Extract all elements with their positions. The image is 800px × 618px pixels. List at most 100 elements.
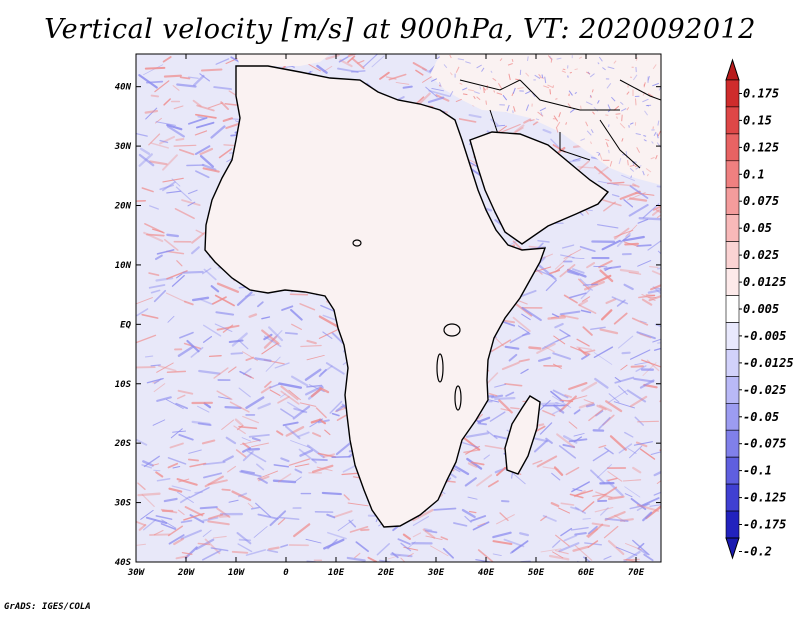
velocity-streak bbox=[189, 486, 210, 499]
velocity-streak bbox=[653, 491, 661, 496]
velocity-streak bbox=[639, 333, 652, 339]
velocity-streak bbox=[187, 201, 196, 207]
velocity-streak bbox=[550, 502, 560, 508]
velocity-streak bbox=[154, 254, 163, 261]
velocity-streak bbox=[136, 308, 149, 317]
velocity-streak bbox=[576, 346, 592, 351]
velocity-streak bbox=[166, 190, 182, 194]
land-speck bbox=[578, 56, 583, 60]
velocity-streak bbox=[166, 123, 183, 131]
velocity-streak bbox=[251, 437, 261, 442]
velocity-streak bbox=[596, 464, 612, 479]
velocity-streak bbox=[221, 419, 235, 430]
velocity-streak bbox=[552, 395, 572, 409]
velocity-streak bbox=[229, 401, 250, 413]
velocity-streak bbox=[153, 529, 164, 536]
velocity-streak bbox=[213, 367, 229, 379]
velocity-streak bbox=[397, 538, 411, 545]
velocity-streak bbox=[514, 124, 525, 133]
velocity-streak bbox=[533, 440, 548, 453]
velocity-streak bbox=[601, 198, 622, 207]
velocity-streak bbox=[496, 466, 507, 477]
velocity-streak bbox=[309, 418, 324, 428]
velocity-streak bbox=[541, 341, 556, 350]
land-speck bbox=[512, 110, 514, 114]
velocity-streak bbox=[300, 344, 322, 348]
lat-label: 20S bbox=[114, 439, 132, 449]
land-speck bbox=[544, 76, 547, 84]
velocity-streak bbox=[176, 83, 197, 88]
velocity-streak bbox=[388, 73, 407, 81]
land-speck bbox=[598, 56, 603, 62]
land-speck bbox=[476, 96, 481, 101]
velocity-streak bbox=[194, 130, 208, 136]
land-speck bbox=[589, 95, 592, 98]
velocity-streak bbox=[470, 461, 485, 466]
velocity-streak bbox=[208, 355, 222, 358]
colorbar-bottom-arrow bbox=[725, 537, 740, 560]
velocity-streak bbox=[620, 364, 628, 371]
velocity-streak bbox=[490, 339, 512, 353]
velocity-streak bbox=[521, 313, 531, 321]
velocity-streak bbox=[587, 540, 599, 548]
velocity-streak bbox=[151, 228, 164, 233]
velocity-streak bbox=[305, 538, 322, 544]
velocity-streak bbox=[306, 384, 323, 388]
velocity-streak bbox=[545, 279, 557, 292]
velocity-streak bbox=[204, 538, 221, 555]
velocity-streak bbox=[617, 335, 634, 349]
velocity-streak bbox=[155, 277, 174, 282]
land-speck bbox=[621, 114, 623, 122]
velocity-streak bbox=[654, 323, 661, 328]
land-speck bbox=[643, 139, 647, 142]
velocity-streak bbox=[173, 537, 184, 546]
lat-label: 10N bbox=[115, 261, 132, 271]
land-speck bbox=[608, 124, 610, 128]
velocity-streak bbox=[603, 201, 616, 212]
colorbar-legend: 0.175 0.15 0.125 0.1 0.075 0.05 0.025 0.0125 0.0… bbox=[725, 58, 794, 560]
velocity-streak bbox=[201, 163, 217, 171]
velocity-streak bbox=[306, 354, 325, 361]
velocity-streak bbox=[623, 241, 639, 247]
colorbar-swatch bbox=[725, 349, 740, 377]
velocity-streak bbox=[146, 233, 165, 237]
land-speck bbox=[635, 98, 637, 106]
velocity-streak bbox=[424, 529, 438, 534]
velocity-streak bbox=[162, 154, 178, 171]
colorbar-swatch bbox=[725, 241, 740, 269]
land-speck bbox=[635, 133, 641, 136]
velocity-streak bbox=[509, 544, 522, 555]
velocity-field bbox=[136, 54, 661, 562]
velocity-streak bbox=[656, 214, 661, 219]
land-speck bbox=[590, 141, 592, 145]
velocity-streak bbox=[633, 441, 653, 446]
velocity-streak bbox=[210, 125, 226, 139]
velocity-streak bbox=[592, 450, 609, 462]
lon-label: 0 bbox=[283, 568, 289, 578]
velocity-streak bbox=[614, 376, 635, 384]
velocity-streak bbox=[333, 510, 353, 518]
land-speck bbox=[642, 91, 646, 96]
velocity-streak bbox=[156, 249, 175, 255]
velocity-streak bbox=[493, 336, 504, 347]
velocity-streak bbox=[559, 310, 581, 316]
velocity-streak bbox=[581, 353, 590, 360]
velocity-streak bbox=[594, 506, 614, 513]
velocity-streak bbox=[194, 491, 203, 494]
lon-label: 70E bbox=[628, 568, 645, 578]
velocity-streak bbox=[277, 518, 286, 525]
velocity-streak bbox=[614, 227, 630, 240]
velocity-streak bbox=[352, 476, 361, 479]
velocity-streak bbox=[177, 509, 185, 516]
lon-label: 20W bbox=[177, 568, 196, 578]
velocity-streak bbox=[653, 470, 661, 477]
velocity-streak bbox=[242, 447, 252, 453]
velocity-streak bbox=[620, 235, 631, 243]
velocity-streak bbox=[139, 147, 151, 155]
velocity-streak bbox=[150, 289, 161, 294]
velocity-streak bbox=[247, 502, 254, 509]
land-speck bbox=[604, 138, 610, 142]
velocity-streak bbox=[573, 433, 585, 437]
velocity-streak bbox=[632, 183, 640, 188]
colorbar-label: -0.1 bbox=[743, 464, 772, 478]
